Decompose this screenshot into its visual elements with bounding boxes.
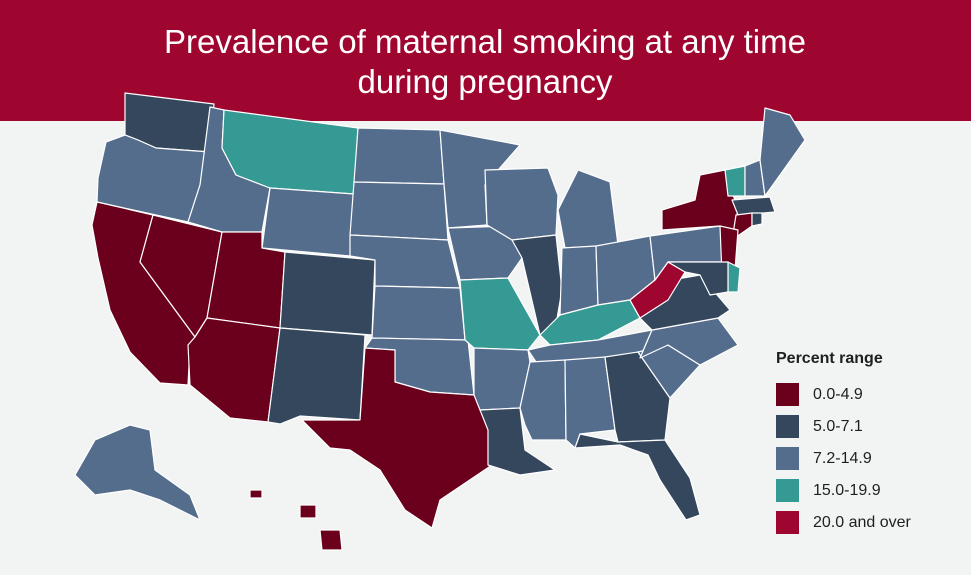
legend-item-1: 5.0-7.1 — [776, 414, 966, 439]
state-md — [667, 261, 729, 296]
legend-label-4: 20.0 and over — [813, 513, 911, 531]
legend: Percent range 0.0-4.9 5.0-7.1 7.2-14.9 1… — [776, 350, 966, 542]
legend-swatch-0 — [776, 383, 799, 406]
legend-label-3: 15.0-19.9 — [813, 481, 881, 499]
legend-item-4: 20.0 and over — [776, 510, 966, 535]
legend-item-0: 0.0-4.9 — [776, 382, 966, 407]
state-az — [187, 317, 281, 423]
state-me — [759, 107, 806, 197]
state-ma — [731, 196, 776, 216]
state-ak — [74, 424, 201, 521]
state-nd — [353, 127, 445, 185]
state-in — [559, 245, 599, 316]
legend-swatch-3 — [776, 479, 799, 502]
state-fl — [574, 433, 701, 521]
state-hi — [249, 489, 343, 551]
state-tx — [301, 347, 493, 529]
state-ks — [371, 285, 466, 341]
state-de — [727, 261, 741, 293]
state-mo — [459, 277, 541, 351]
state-nm — [267, 327, 366, 425]
state-wy — [261, 187, 355, 257]
legend-title: Percent range — [776, 350, 883, 367]
legend-label-0: 0.0-4.9 — [813, 385, 863, 403]
state-vt — [724, 165, 746, 197]
map-title: Prevalence of maternal smoking at any ti… — [164, 23, 806, 100]
legend-label-2: 7.2-14.9 — [813, 449, 872, 467]
legend-swatch-4 — [776, 511, 799, 534]
state-sd — [349, 181, 449, 241]
legend-swatch-2 — [776, 447, 799, 470]
state-wi — [484, 167, 559, 241]
state-la — [479, 407, 556, 476]
legend-swatch-1 — [776, 415, 799, 438]
legend-item-3: 15.0-19.9 — [776, 478, 966, 503]
legend-item-2: 7.2-14.9 — [776, 446, 966, 471]
legend-label-1: 5.0-7.1 — [813, 417, 863, 435]
state-mi — [557, 169, 619, 249]
state-co — [279, 251, 376, 336]
state-ri — [751, 212, 763, 227]
